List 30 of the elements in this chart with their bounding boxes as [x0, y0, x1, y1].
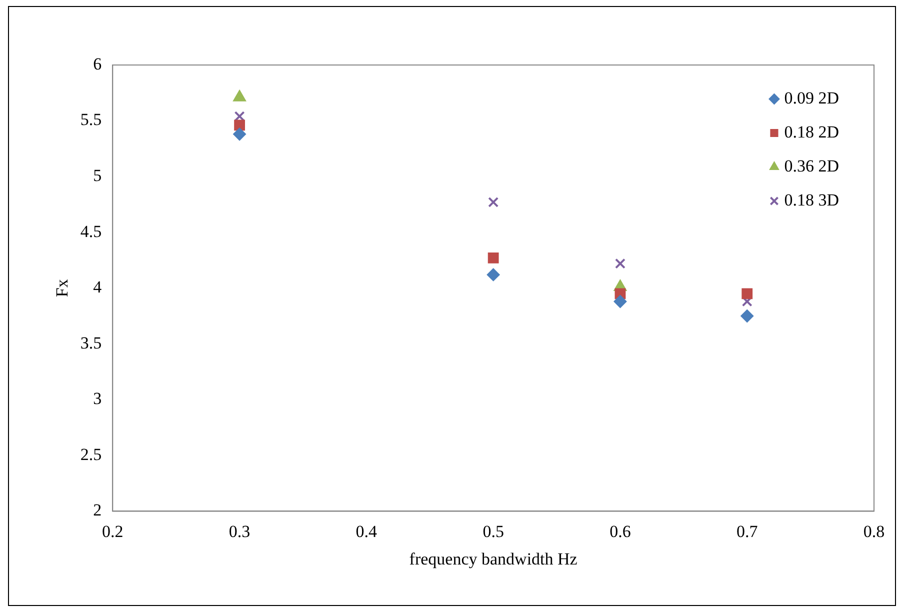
point: [486, 268, 500, 282]
y-axis-title: Fx: [52, 278, 72, 298]
y-tick-label: 4: [93, 278, 102, 297]
x-axis-title: frequency bandwidth Hz: [409, 549, 578, 568]
x-tick-label: 0.6: [610, 522, 631, 541]
point: [740, 309, 754, 322]
point: [488, 196, 499, 208]
y-tick-label: 3.5: [80, 333, 102, 352]
x-tick-label: 0.3: [228, 522, 250, 541]
point: [233, 128, 246, 141]
point: [614, 258, 626, 269]
y-tick-label: 4.5: [80, 222, 102, 241]
legend-label: 0.18 2D: [784, 122, 840, 142]
x-tick-label: 0.4: [356, 522, 378, 541]
point: [742, 288, 753, 300]
y-tick-label: 5: [93, 166, 102, 186]
x-tick-label: 0.8: [863, 522, 885, 541]
y-tick-label: 3: [93, 389, 102, 408]
legend-label: 0.09 2D: [784, 88, 840, 108]
point: [488, 252, 499, 264]
y-tick-label: 2.5: [80, 444, 102, 464]
legend-label: 0.36 2D: [784, 156, 840, 176]
y-tick-label: 2: [93, 500, 102, 520]
legend-label: 0.18 3D: [784, 190, 840, 210]
x-tick-label: 0.2: [102, 522, 124, 541]
y-tick-label: 6: [93, 54, 102, 74]
y-tick-label: 5.5: [80, 110, 102, 130]
x-tick-label: 0.7: [736, 522, 758, 541]
point: [614, 294, 627, 308]
x-tick-label: 0.5: [482, 522, 504, 541]
